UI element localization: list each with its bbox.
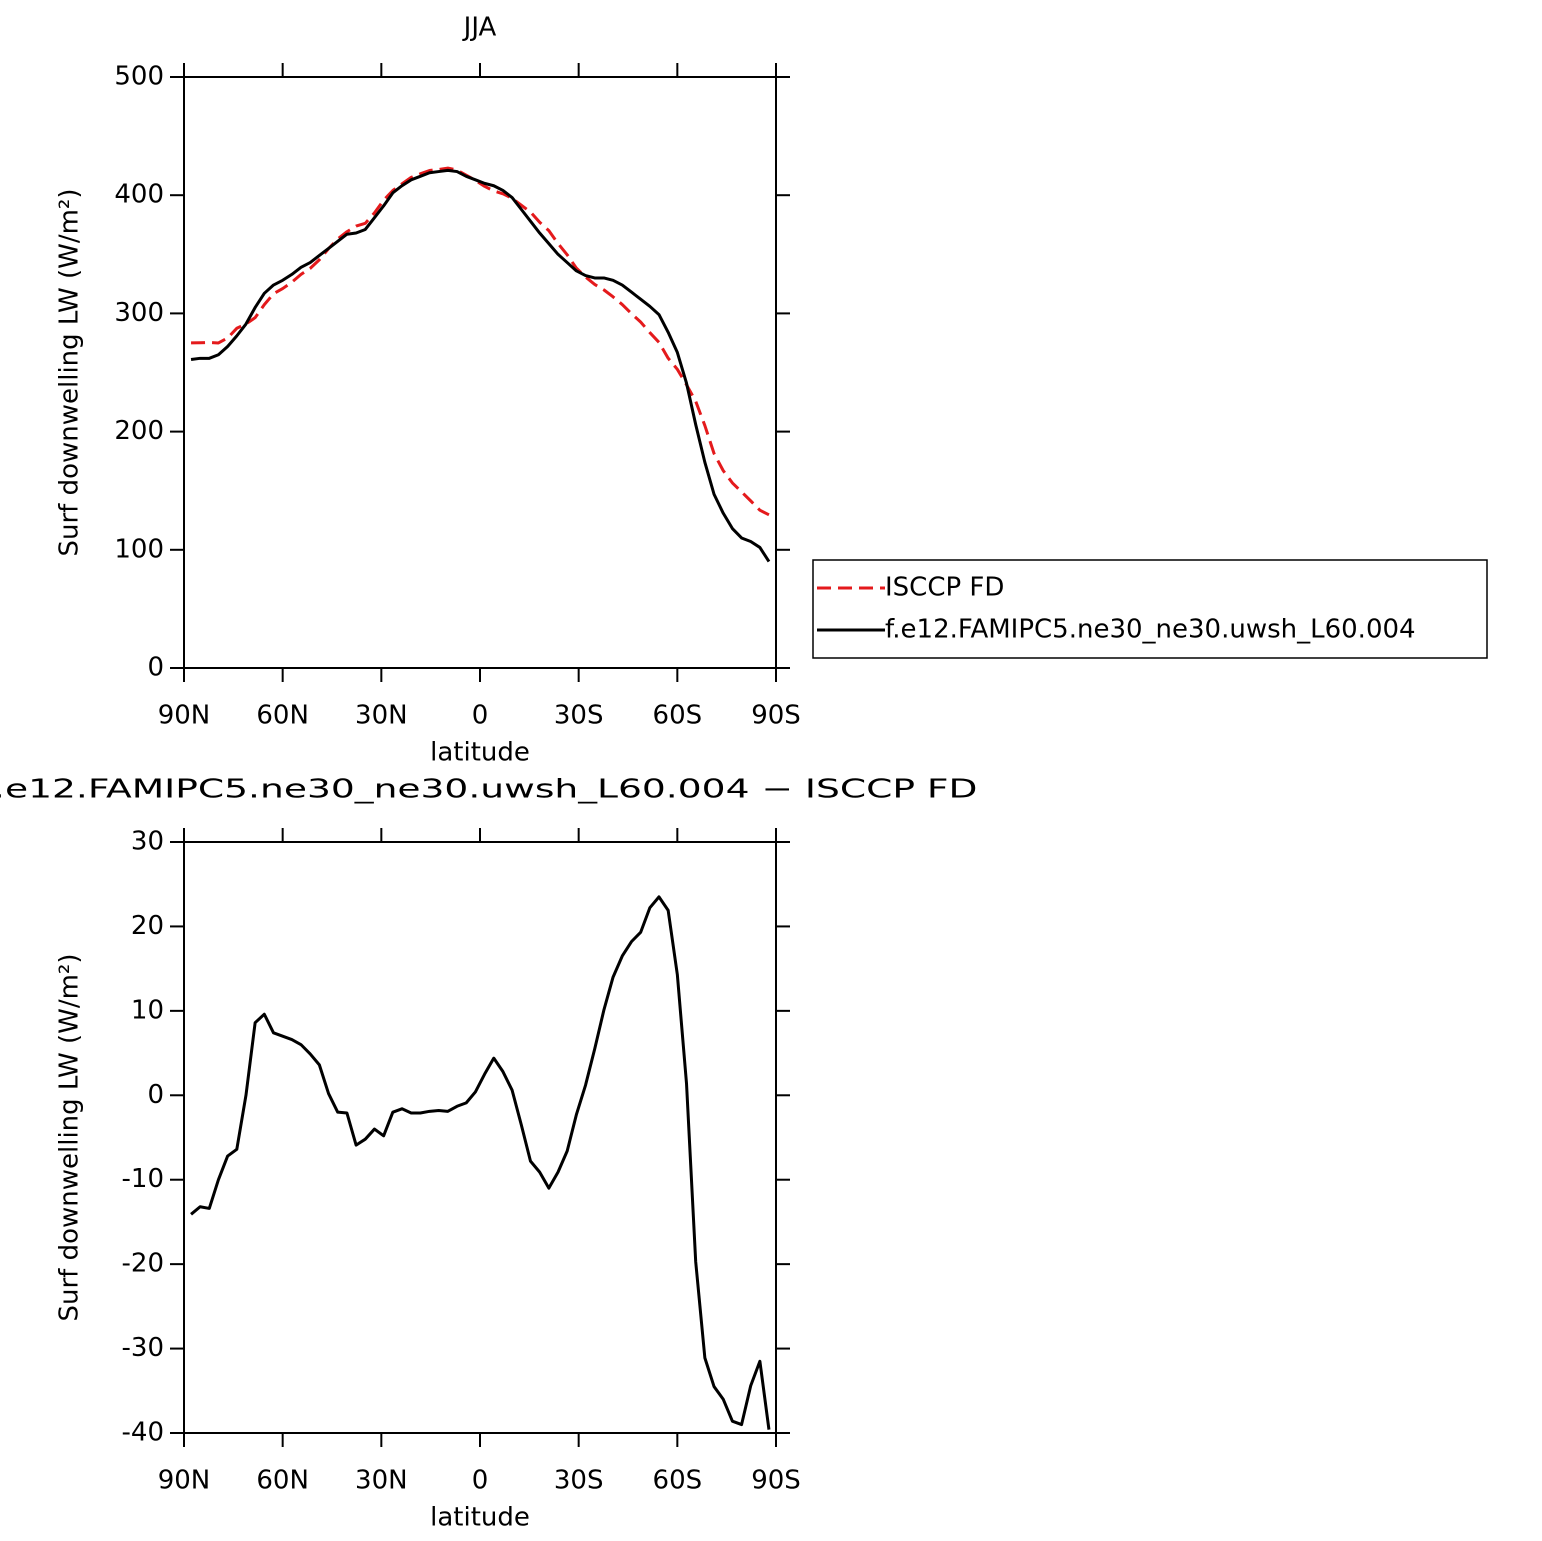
y-tick-label: -40: [122, 1418, 164, 1448]
y-tick-label: 100: [114, 534, 164, 564]
y-axis-label: Surf downwelling LW (W/m²): [55, 954, 85, 1322]
plot-frame: [183, 76, 777, 669]
x-tick-label: 90S: [751, 701, 801, 731]
x-tick-label: 60S: [653, 701, 703, 731]
plot-frame: [183, 841, 777, 1434]
y-tick-label: 20: [131, 911, 164, 941]
chart-title: f.e12.FAMIPC5.ne30_ne30.uwsh_L60.004 − I…: [0, 775, 978, 805]
x-tick-label: 60N: [256, 701, 309, 731]
x-tick-label: 60S: [653, 1466, 703, 1496]
y-tick-label: 30: [131, 827, 164, 857]
y-tick-label: -10: [122, 1164, 164, 1194]
x-tick-label: 30S: [554, 701, 604, 731]
y-tick-label: 400: [114, 180, 164, 210]
y-tick-label: 10: [131, 995, 164, 1025]
y-axis-label: Surf downwelling LW (W/m²): [55, 189, 85, 557]
y-tick-label: 200: [114, 416, 164, 446]
x-tick-label: 30N: [355, 701, 408, 731]
series-line: [190, 168, 771, 563]
x-tick-label: 90N: [158, 701, 211, 731]
y-tick-label: -20: [122, 1249, 164, 1279]
x-tick-label: 0: [472, 701, 489, 731]
legend-label: ISCCP FD: [885, 573, 1004, 603]
series-line: [190, 895, 771, 1430]
x-axis-label: latitude: [430, 738, 530, 768]
x-tick-label: 90N: [158, 1466, 211, 1496]
y-tick-label: -30: [122, 1333, 164, 1363]
x-tick-label: 30N: [355, 1466, 408, 1496]
x-tick-label: 0: [472, 1466, 489, 1496]
x-axis-label: latitude: [430, 1503, 530, 1533]
y-tick-label: 0: [147, 1080, 164, 1110]
legend-box: [812, 559, 1488, 659]
y-tick-label: 500: [114, 62, 164, 92]
y-tick-label: 300: [114, 298, 164, 328]
y-tick-label: 0: [147, 653, 164, 683]
legend-label: f.e12.FAMIPC5.ne30_ne30.uwsh_L60.004: [885, 615, 1416, 645]
chart-title: JJA: [462, 13, 497, 43]
x-tick-label: 90S: [751, 1466, 801, 1496]
x-tick-label: 60N: [256, 1466, 309, 1496]
x-tick-label: 30S: [554, 1466, 604, 1496]
series-line: [191, 166, 770, 517]
